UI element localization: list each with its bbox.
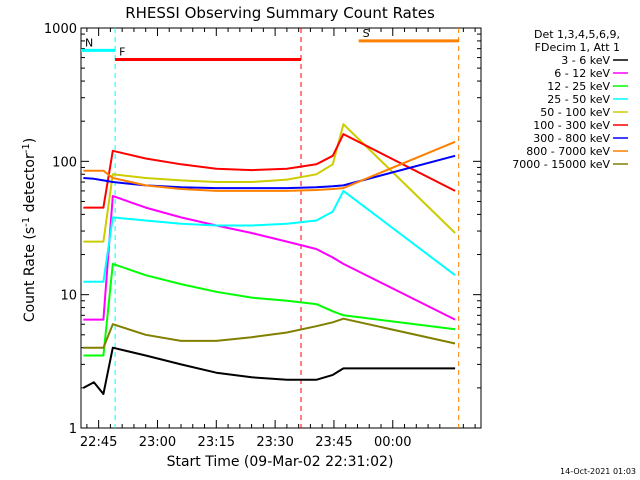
x-tick-label: 00:00	[374, 435, 411, 450]
x-tick-label: 23:00	[139, 435, 176, 450]
series-line	[83, 317, 456, 349]
footer-date: 14-Oct-2021 01:03	[560, 467, 636, 476]
annotation-layer: N F S	[81, 27, 460, 428]
series-line	[83, 262, 456, 357]
plot-frame	[80, 27, 482, 429]
y-tick-label: 10	[60, 289, 77, 304]
y-axis-label-sup: -1	[21, 217, 32, 227]
legend: Det 1,3,4,5,6,9,FDecim 1, Att 13 - 6 keV…	[512, 28, 628, 171]
y-tick-label: 100	[52, 155, 77, 170]
legend-header: FDecim 1, Att 1	[535, 41, 620, 54]
series-line	[83, 195, 456, 321]
y-axis-label-text: Count Rate (s	[22, 227, 38, 322]
legend-entry-label: 7000 - 15000 keV	[512, 158, 610, 171]
legend-entry-label: 6 - 12 keV	[554, 67, 610, 80]
legend-entry-label: 12 - 25 keV	[547, 80, 610, 93]
y-tick-label: 1	[69, 422, 77, 437]
y-axis-label-tail: detector	[22, 153, 38, 217]
y-axis-label-close: )	[22, 138, 38, 143]
legend-entry-label: 25 - 50 keV	[547, 93, 610, 106]
x-tick-label: 22:45	[80, 435, 117, 450]
y-tick-label: 1000	[44, 22, 77, 37]
series-line	[82, 346, 456, 395]
annotation-label: S	[363, 27, 370, 40]
x-tick-label: 23:45	[315, 435, 352, 450]
series-layer	[82, 123, 456, 395]
annotation-label: F	[119, 46, 125, 59]
y-axis: 1 10 100 1000	[44, 22, 481, 437]
series-line	[83, 140, 456, 192]
legend-entry-label: 800 - 7000 keV	[526, 145, 610, 158]
legend-entry-label: 50 - 100 keV	[540, 106, 610, 119]
chart-title: RHESSI Observing Summary Count Rates	[125, 4, 435, 22]
series-line	[83, 154, 456, 190]
x-axis: 22:45 23:00 23:15 23:30 23:45 00:00	[80, 28, 476, 450]
series-line	[83, 189, 456, 283]
y-axis-label: Count Rate (s-1 detector-1)	[21, 138, 38, 322]
legend-header: Det 1,3,4,5,6,9,	[534, 28, 620, 41]
annotation-label: N	[85, 36, 93, 49]
legend-entry-label: 300 - 800 keV	[533, 132, 610, 145]
y-axis-label-sup2: -1	[21, 143, 32, 153]
x-axis-label: Start Time (09-Mar-02 22:31:02)	[167, 454, 394, 470]
legend-entry-label: 3 - 6 keV	[561, 54, 610, 67]
x-tick-label: 23:30	[256, 435, 293, 450]
legend-entry-label: 100 - 300 keV	[533, 119, 610, 132]
x-tick-label: 23:15	[198, 435, 235, 450]
series-line	[83, 123, 456, 243]
series-line	[83, 133, 456, 209]
